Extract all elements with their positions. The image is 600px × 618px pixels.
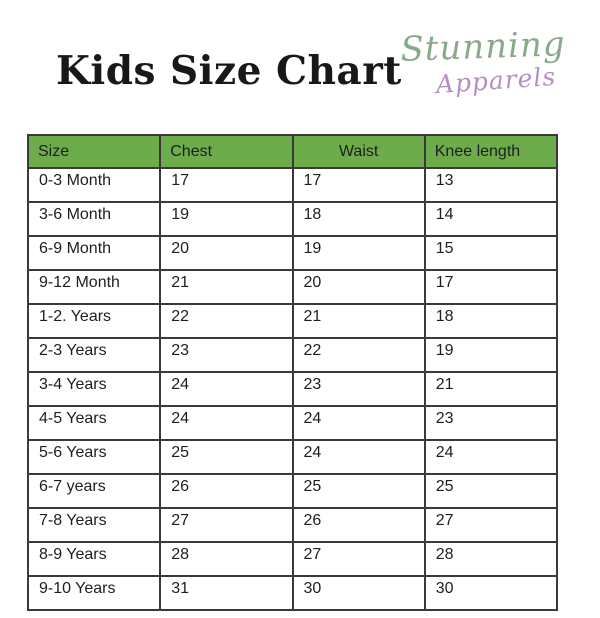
size-cell: 6-7 years — [26, 473, 162, 509]
size-cell: 6-9 Month — [26, 235, 162, 271]
value-cell: 22 — [291, 337, 426, 373]
table-row: 6-9 Month 20 19 15 — [26, 235, 559, 271]
value-cell: 25 — [159, 439, 294, 475]
column-header-knee-length: Knee length — [423, 134, 559, 169]
table-row: 9-10 Years 31 30 30 — [26, 575, 559, 611]
table-row: 5-6 Years 25 24 24 — [26, 439, 559, 475]
value-cell: 19 — [423, 337, 559, 373]
value-cell: 27 — [159, 507, 294, 543]
page-title: Kids Size Chart — [56, 48, 402, 94]
table-row: 9-12 Month 21 20 17 — [26, 269, 559, 305]
table-row: 2-3 Years 23 22 19 — [26, 337, 559, 373]
value-cell: 24 — [291, 405, 426, 441]
size-cell: 4-5 Years — [26, 405, 162, 441]
table-row: 7-8 Years 27 26 27 — [26, 507, 559, 543]
value-cell: 30 — [423, 575, 559, 611]
value-cell: 26 — [291, 507, 426, 543]
value-cell: 21 — [291, 303, 426, 339]
table-row: 6-7 years 26 25 25 — [26, 473, 559, 509]
size-cell: 1-2. Years — [26, 303, 162, 339]
value-cell: 22 — [159, 303, 294, 339]
value-cell: 17 — [159, 167, 294, 203]
value-cell: 24 — [291, 439, 426, 475]
value-cell: 19 — [291, 235, 426, 271]
brand-logo-name: Stunning — [399, 24, 567, 70]
size-cell: 8-9 Years — [26, 541, 162, 577]
value-cell: 18 — [291, 201, 426, 237]
value-cell: 24 — [423, 439, 559, 475]
value-cell: 27 — [423, 507, 559, 543]
size-cell: 7-8 Years — [26, 507, 162, 543]
table-row: 4-5 Years 24 24 23 — [26, 405, 559, 441]
table-row: 1-2. Years 22 21 18 — [26, 303, 559, 339]
size-cell: 0-3 Month — [26, 167, 162, 203]
table-row: 8-9 Years 28 27 28 — [26, 541, 559, 577]
column-header-chest: Chest — [159, 134, 294, 169]
value-cell: 14 — [423, 201, 559, 237]
column-header-size: Size — [26, 134, 162, 169]
value-cell: 28 — [423, 541, 559, 577]
value-cell: 25 — [291, 473, 426, 509]
value-cell: 28 — [159, 541, 294, 577]
value-cell: 23 — [291, 371, 426, 407]
value-cell: 26 — [159, 473, 294, 509]
value-cell: 30 — [291, 575, 426, 611]
size-cell: 2-3 Years — [26, 337, 162, 373]
value-cell: 17 — [423, 269, 559, 305]
size-cell: 9-10 Years — [26, 575, 162, 611]
value-cell: 20 — [291, 269, 426, 305]
table-header-row: Size Chest Waist Knee length — [26, 134, 559, 169]
value-cell: 24 — [159, 371, 294, 407]
value-cell: 15 — [423, 235, 559, 271]
value-cell: 21 — [159, 269, 294, 305]
table-row: 3-4 Years 24 23 21 — [26, 371, 559, 407]
value-cell: 25 — [423, 473, 559, 509]
value-cell: 24 — [159, 405, 294, 441]
column-header-waist: Waist — [291, 134, 426, 169]
value-cell: 17 — [291, 167, 426, 203]
value-cell: 21 — [423, 371, 559, 407]
size-cell: 3-6 Month — [26, 201, 162, 237]
brand-logo: Stunning Apparels — [398, 24, 568, 99]
value-cell: 27 — [291, 541, 426, 577]
value-cell: 18 — [423, 303, 559, 339]
value-cell: 23 — [159, 337, 294, 373]
table-row: 3-6 Month 19 18 14 — [26, 201, 559, 237]
table-body: 0-3 Month 17 17 13 3-6 Month 19 18 14 6-9 Month 2… — [26, 167, 559, 611]
value-cell: 19 — [159, 201, 294, 237]
value-cell: 20 — [159, 235, 294, 271]
value-cell: 13 — [423, 167, 559, 203]
value-cell: 23 — [423, 405, 559, 441]
table-row: 0-3 Month 17 17 13 — [26, 167, 559, 203]
size-cell: 9-12 Month — [26, 269, 162, 305]
size-chart-table: Size Chest Waist Knee length 0-3 Month 17 17 1… — [26, 134, 559, 611]
size-cell: 3-4 Years — [26, 371, 162, 407]
size-cell: 5-6 Years — [26, 439, 162, 475]
value-cell: 31 — [159, 575, 294, 611]
